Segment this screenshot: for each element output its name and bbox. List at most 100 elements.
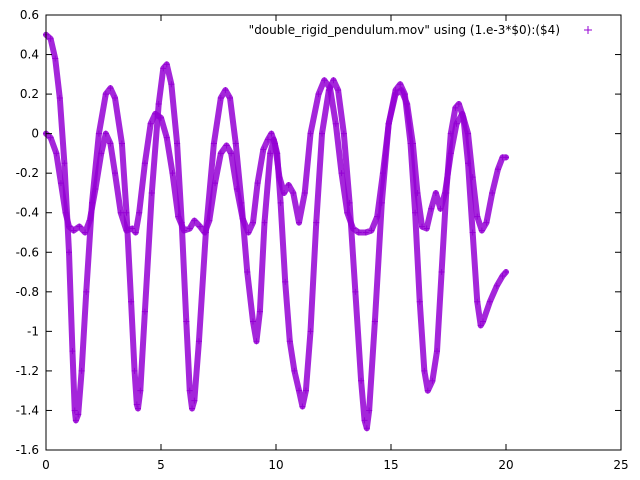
data-point: [474, 298, 481, 305]
data-point: [66, 249, 72, 256]
data-point: [374, 213, 381, 220]
data-point: [128, 298, 135, 305]
data-point: [474, 213, 481, 220]
y-tick-label: -0.8: [16, 285, 39, 299]
data-point: [133, 401, 140, 408]
data-point: [228, 150, 235, 157]
data-point: [254, 180, 261, 187]
data-point: [210, 140, 217, 147]
y-axis: -1.6 -1.4 -1.2 -1 -0.8 -0.6 -0.4 -0.2 0 0.2 0.4 0.6: [16, 8, 621, 457]
data-point: [175, 213, 182, 220]
data-point: [409, 140, 416, 147]
data-point: [76, 223, 83, 230]
y-tick-label: -1.2: [16, 364, 39, 378]
x-tick-label: 20: [498, 458, 513, 472]
series-layer: [43, 31, 509, 432]
data-point: [416, 298, 423, 305]
data-point: [296, 387, 302, 394]
data-point: [57, 180, 64, 187]
data-point: [277, 199, 284, 206]
data-point: [82, 229, 89, 236]
data-point: [327, 85, 334, 92]
data-point: [141, 160, 148, 167]
data-point: [217, 95, 224, 102]
data-point: [414, 189, 421, 196]
data-point: [503, 154, 509, 161]
y-tick-label: 0.4: [20, 48, 39, 62]
data-point: [112, 95, 118, 102]
data-point: [169, 170, 176, 177]
data-point: [483, 219, 490, 226]
data-point: [368, 227, 375, 234]
data-point: [186, 225, 193, 232]
data-point: [181, 227, 187, 234]
data-point: [163, 61, 170, 68]
data-point: [69, 348, 76, 355]
data-point: [201, 229, 208, 236]
data-point: [452, 104, 459, 111]
data-point: [62, 209, 69, 216]
data-point: [261, 219, 268, 226]
data-point: [344, 209, 351, 216]
data-point: [123, 227, 130, 234]
data-point: [429, 377, 436, 384]
data-point: [183, 318, 190, 325]
data-point: [239, 215, 246, 222]
data-point: [227, 95, 233, 102]
data-point: [244, 269, 251, 276]
data-point: [186, 387, 193, 394]
data-point: [163, 134, 170, 141]
legend: "double_rigid_pendulum.mov" using (1.e-3…: [249, 23, 592, 37]
data-point: [217, 150, 224, 157]
data-point: [315, 91, 322, 98]
data-point: [141, 308, 148, 315]
data-point: [465, 130, 472, 137]
data-point: [250, 219, 256, 226]
data-point: [469, 229, 476, 236]
data-point: [493, 282, 500, 289]
data-point: [147, 120, 154, 127]
data-point: [52, 55, 59, 62]
data-point: [437, 205, 444, 212]
data-point: [191, 217, 198, 224]
data-point: [319, 130, 325, 137]
data-point: [313, 219, 320, 226]
data-point: [98, 150, 105, 157]
data-point: [71, 407, 78, 414]
data-point: [282, 278, 289, 285]
data-point: [206, 217, 213, 224]
data-point: [70, 227, 77, 234]
x-tick-label: 5: [157, 458, 165, 472]
series-line: [43, 31, 509, 432]
y-tick-label: -1: [27, 324, 39, 338]
data-point: [155, 100, 162, 107]
data-point: [432, 189, 439, 196]
data-point: [189, 405, 196, 412]
data-point: [299, 403, 306, 410]
y-tick-label: -0.2: [16, 166, 39, 180]
data-point: [191, 397, 198, 404]
data-point: [434, 348, 440, 355]
data-point: [276, 174, 283, 181]
data-point: [102, 130, 109, 137]
data-point: [447, 150, 454, 157]
legend-entry-label: "double_rigid_pendulum.mov" using (1.e-3…: [249, 23, 560, 37]
data-point: [212, 180, 219, 187]
data-point: [168, 81, 175, 88]
data-point: [424, 387, 431, 394]
data-point: [222, 87, 229, 94]
data-point: [398, 87, 405, 94]
data-point: [486, 298, 493, 305]
data-point: [47, 35, 54, 42]
data-point: [503, 269, 509, 276]
data-point: [421, 367, 428, 374]
y-tick-label: -0.6: [16, 245, 39, 259]
data-point: [371, 318, 378, 325]
data-point: [195, 338, 202, 345]
data-point: [112, 170, 118, 177]
data-point: [264, 136, 271, 143]
data-point: [47, 134, 54, 141]
data-point: [478, 227, 485, 234]
data-point: [75, 411, 82, 418]
